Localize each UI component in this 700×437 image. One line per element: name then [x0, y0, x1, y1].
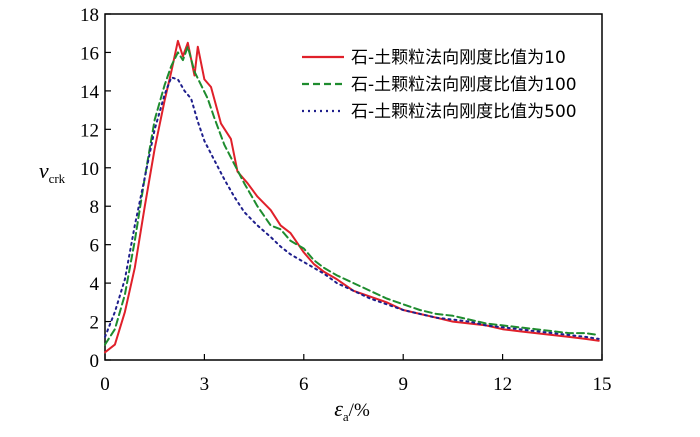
- y-tick-label: 4: [90, 274, 100, 295]
- y-axis-label: vcrk: [39, 158, 66, 186]
- legend: 石-土颗粒法向刚度比值为10 石-土颗粒法向刚度比值为100 石-土颗粒法向刚度比值…: [302, 48, 577, 122]
- x-axis-label: εa/%: [334, 396, 370, 424]
- y-tick-label: 2: [90, 313, 100, 334]
- y-tick-label: 16: [80, 43, 99, 64]
- plot-frame: [104, 13, 603, 361]
- series-line-3: [104, 76, 600, 340]
- legend-label-3: 石-土颗粒法向刚度比值为500: [351, 102, 577, 122]
- x-tick-label: 0: [100, 374, 110, 395]
- y-tick-label: 8: [90, 197, 100, 218]
- x-tick-label: 12: [493, 374, 512, 395]
- series-line-2: [104, 45, 600, 346]
- y-tick-label: 12: [80, 120, 99, 141]
- legend-label-1: 石-土颗粒法向刚度比值为10: [351, 48, 566, 68]
- y-tick-label: 18: [80, 5, 99, 26]
- x-tick-label: 3: [200, 374, 210, 395]
- x-tick-label: 15: [593, 374, 612, 395]
- x-tick-label: 6: [299, 374, 309, 395]
- y-tick-label: 0: [90, 351, 100, 372]
- legend-label-2: 石-土颗粒法向刚度比值为100: [351, 75, 577, 95]
- x-tick-label: 9: [398, 374, 408, 395]
- axis-ticks: 0 3 6 9 12 15 0 2 4 6 8 10 12 14 16 18: [80, 5, 612, 395]
- y-tick-label: 6: [90, 236, 100, 257]
- series-layer: [104, 39, 600, 354]
- y-tick-label: 10: [80, 159, 99, 180]
- y-tick-label: 14: [80, 82, 100, 103]
